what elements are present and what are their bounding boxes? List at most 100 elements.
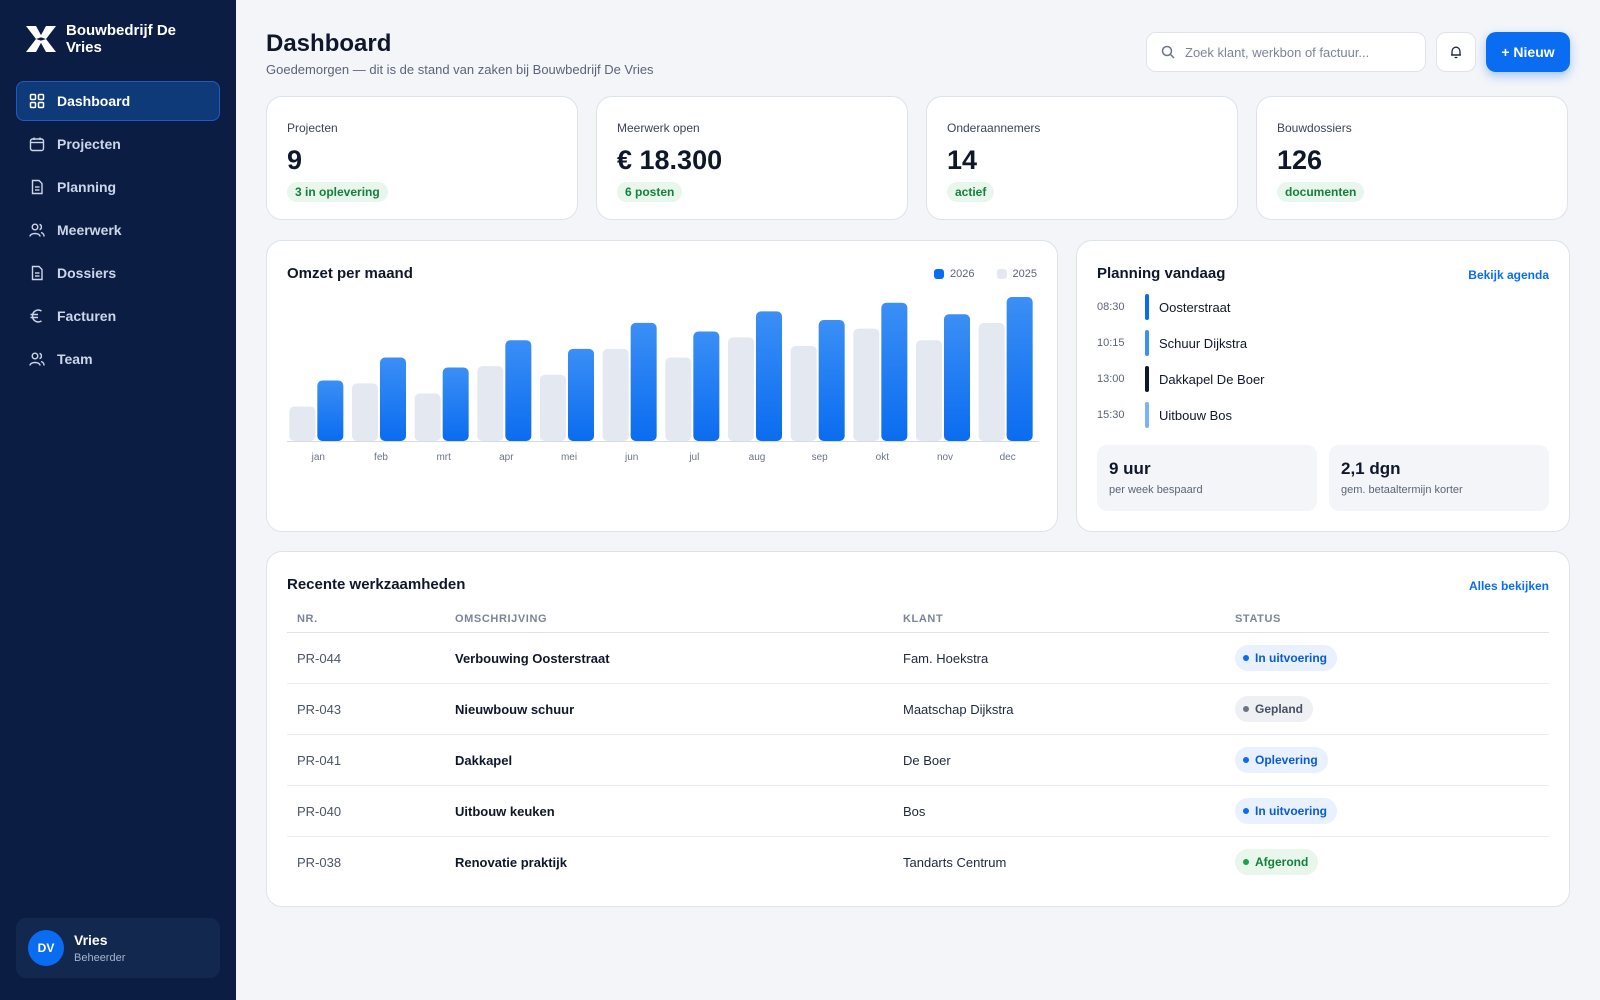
bar-2025-mrt[interactable]: [414, 393, 441, 441]
bar-2026-sep[interactable]: [818, 320, 845, 441]
nav-item-dossiers[interactable]: Dossiers: [16, 253, 220, 293]
kpi-value: 126: [1277, 145, 1323, 175]
status-dot: [1243, 808, 1249, 814]
kpi-card-bouwdossiers[interactable]: Bouwdossiers 126 documenten: [1256, 96, 1568, 220]
kpi-badge: actief: [947, 182, 995, 202]
user-card[interactable]: DV Vries Beheerder: [16, 918, 220, 978]
bar-2025-aug[interactable]: [728, 337, 754, 441]
new-button[interactable]: + Nieuw: [1486, 32, 1570, 72]
planning-time: 10:15: [1097, 337, 1125, 349]
kpi-card-onderaannemers[interactable]: Onderaannemers 14 actief: [926, 96, 1238, 220]
bar-2025-feb[interactable]: [352, 383, 378, 441]
bell-icon: [1451, 46, 1461, 59]
stat-label: per week bespaard: [1109, 484, 1203, 496]
cell-nr: PR-038: [297, 855, 342, 870]
bar-2025-jan[interactable]: [289, 406, 316, 441]
column-header-client[interactable]: KLANT: [903, 613, 944, 625]
bar-2026-mei[interactable]: [568, 348, 594, 441]
dashboard-icon: [29, 93, 45, 109]
bar-2025-dec[interactable]: [978, 322, 1005, 441]
column-header-description[interactable]: OMSCHRIJVING: [455, 613, 548, 625]
brand[interactable]: Bouwbedrijf De Vries: [24, 22, 196, 56]
planning-item[interactable]: 10:15 Schuur Dijkstra: [1097, 330, 1247, 356]
nav-item-planning[interactable]: Planning: [16, 167, 220, 207]
nav-item-facturen[interactable]: Facturen: [16, 296, 220, 336]
nav-item-team[interactable]: Team: [16, 339, 220, 379]
nav-item-label: Planning: [57, 179, 117, 195]
bar-2025-jul[interactable]: [665, 357, 692, 441]
planning-item[interactable]: 08:30 Oosterstraat: [1097, 294, 1231, 320]
column-header-status[interactable]: STATUS: [1235, 613, 1281, 625]
bar-2025-nov[interactable]: [916, 340, 942, 441]
bar-2026-aug[interactable]: [756, 311, 782, 441]
planning-time: 15:30: [1097, 409, 1125, 421]
status-badge: Gepland: [1235, 696, 1314, 722]
table-row[interactable]: PR-043 Nieuwbouw schuur Maatschap Dijkst…: [287, 684, 1549, 735]
status-dot: [1243, 859, 1249, 865]
kpi-value: € 18.300: [617, 145, 723, 175]
kpi-value: 14: [947, 145, 978, 175]
table-row[interactable]: PR-040 Uitbouw keuken Bos In uitvoering: [287, 786, 1549, 837]
nav-item-label: Team: [57, 351, 93, 367]
bar-2025-sep[interactable]: [790, 345, 817, 441]
bar-2026-apr[interactable]: [505, 340, 532, 441]
status-label: In uitvoering: [1255, 804, 1327, 818]
kpi-label: Bouwdossiers: [1277, 121, 1352, 135]
bar-2025-jun[interactable]: [602, 348, 629, 441]
bar-2026-okt[interactable]: [881, 302, 908, 441]
search-icon: [1161, 45, 1175, 59]
status-badge: In uitvoering: [1235, 645, 1337, 671]
planning-marker: [1145, 366, 1149, 392]
bar-2026-nov[interactable]: [944, 314, 970, 441]
planning-name: Oosterstraat: [1159, 299, 1231, 315]
bar-2025-apr[interactable]: [477, 366, 504, 441]
search-input[interactable]: [1185, 44, 1405, 60]
planning-item[interactable]: 13:00 Dakkapel De Boer: [1097, 366, 1265, 392]
cell-client: Tandarts Centrum: [903, 855, 1007, 870]
stat-label: gem. betaaltermijn korter: [1341, 484, 1463, 496]
search-box[interactable]: [1146, 32, 1426, 72]
kpi-card-meerwerk[interactable]: Meerwerk open € 18.300 6 posten: [596, 96, 908, 220]
planning-marker: [1145, 294, 1149, 320]
status-badge: Afgerond: [1235, 849, 1319, 875]
document-icon: [29, 179, 45, 195]
planning-item[interactable]: 15:30 Uitbouw Bos: [1097, 402, 1232, 428]
table-row[interactable]: PR-041 Dakkapel De Boer Oplevering: [287, 735, 1549, 786]
revenue-chart: jan feb mrt apr mei jun jul aug sep okt nov dec: [287, 297, 1039, 463]
view-agenda-link[interactable]: Bekijk agenda: [1468, 268, 1549, 282]
nav-item-meerwerk[interactable]: Meerwerk: [16, 210, 220, 250]
view-all-link[interactable]: Alles bekijken: [1468, 579, 1549, 593]
bar-2026-mrt[interactable]: [442, 367, 469, 441]
bar-2026-jan[interactable]: [317, 380, 344, 441]
x-tick-label: dec: [1000, 452, 1016, 463]
x-tick-label: jul: [688, 452, 699, 463]
stat-value: 9 uur: [1109, 459, 1151, 478]
kpi-label: Meerwerk open: [617, 121, 700, 135]
notifications-button[interactable]: [1436, 32, 1476, 72]
document-icon: [29, 265, 45, 281]
x-tick-label: jun: [624, 452, 638, 463]
bar-2026-jun[interactable]: [630, 322, 657, 441]
bar-2026-dec[interactable]: [1006, 297, 1033, 441]
kpi-card-projecten[interactable]: Projecten 9 3 in oplevering: [266, 96, 578, 220]
main-nav: Dashboard Projecten Planning Meerwerk Do…: [16, 81, 220, 382]
nav-item-dashboard[interactable]: Dashboard: [16, 81, 220, 121]
bar-2025-okt[interactable]: [853, 328, 880, 441]
status-label: Oplevering: [1255, 753, 1318, 767]
table-row[interactable]: PR-044 Verbouwing Oosterstraat Fam. Hoek…: [287, 633, 1549, 684]
cell-client: De Boer: [903, 753, 951, 768]
table-row[interactable]: PR-038 Renovatie praktijk Tandarts Centr…: [287, 837, 1549, 888]
nav-item-label: Dossiers: [57, 265, 117, 281]
bar-2026-jul[interactable]: [693, 331, 720, 441]
legend-label-2026: 2026: [950, 268, 975, 280]
brand-logo-icon: [26, 26, 56, 52]
bar-2026-feb[interactable]: [380, 357, 406, 441]
planning-name: Dakkapel De Boer: [1159, 371, 1265, 387]
legend-swatch-2025: [996, 269, 1007, 279]
status-label: In uitvoering: [1255, 651, 1327, 665]
column-header-nr[interactable]: NR.: [297, 613, 318, 625]
nav-item-projecten[interactable]: Projecten: [16, 124, 220, 164]
bar-2025-mei[interactable]: [540, 374, 566, 441]
planning-marker: [1145, 330, 1149, 356]
recent-work-card: Recente werkzaamheden Alles bekijken NR.…: [266, 551, 1570, 907]
